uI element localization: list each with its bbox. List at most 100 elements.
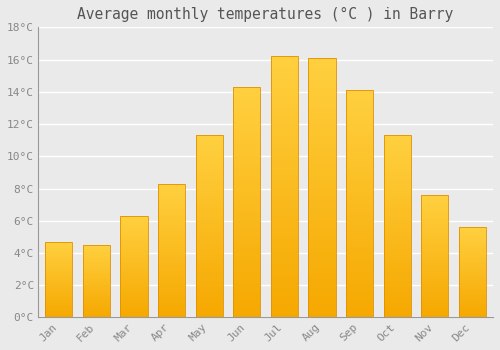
Bar — [384, 308, 410, 312]
Bar — [46, 265, 72, 266]
Bar — [271, 274, 298, 278]
Bar — [384, 254, 410, 257]
Bar — [158, 315, 185, 317]
Bar — [271, 174, 298, 178]
Bar — [459, 307, 486, 308]
Bar — [46, 247, 72, 248]
Bar — [421, 199, 448, 201]
Bar — [120, 258, 148, 260]
Bar — [83, 279, 110, 280]
Bar — [83, 302, 110, 303]
Bar — [384, 135, 410, 138]
Bar — [459, 265, 486, 266]
Bar — [233, 114, 260, 118]
Bar — [120, 304, 148, 306]
Bar — [158, 248, 185, 251]
Bar — [46, 274, 72, 276]
Bar — [346, 284, 373, 287]
Bar — [120, 216, 148, 317]
Bar — [346, 162, 373, 166]
Bar — [308, 79, 336, 84]
Bar — [421, 244, 448, 246]
Bar — [271, 56, 298, 61]
Bar — [120, 221, 148, 223]
Bar — [459, 298, 486, 300]
Bar — [459, 310, 486, 312]
Bar — [459, 232, 486, 233]
Bar — [46, 305, 72, 306]
Bar — [233, 187, 260, 191]
Bar — [46, 296, 72, 297]
Bar — [83, 287, 110, 288]
Bar — [459, 292, 486, 293]
Bar — [46, 277, 72, 278]
Bar — [421, 309, 448, 312]
Bar — [83, 296, 110, 297]
Bar — [46, 290, 72, 291]
Bar — [233, 245, 260, 248]
Bar — [46, 242, 72, 243]
Bar — [120, 285, 148, 287]
Bar — [46, 256, 72, 257]
Bar — [459, 262, 486, 263]
Bar — [271, 61, 298, 65]
Bar — [308, 183, 336, 188]
Bar — [384, 135, 410, 317]
Bar — [158, 184, 185, 317]
Bar — [308, 101, 336, 105]
Bar — [346, 120, 373, 124]
Bar — [271, 104, 298, 108]
Bar — [459, 270, 486, 271]
Bar — [459, 312, 486, 313]
Bar — [459, 316, 486, 317]
Bar — [308, 279, 336, 283]
Bar — [271, 244, 298, 248]
Bar — [120, 238, 148, 240]
Bar — [233, 256, 260, 260]
Bar — [346, 147, 373, 151]
Bar — [233, 110, 260, 114]
Bar — [46, 248, 72, 249]
Bar — [196, 166, 222, 169]
Bar — [196, 156, 222, 160]
Bar — [384, 239, 410, 241]
Bar — [421, 236, 448, 238]
Bar — [46, 288, 72, 290]
Bar — [83, 310, 110, 312]
Bar — [120, 284, 148, 285]
Bar — [196, 299, 222, 302]
Bar — [271, 213, 298, 217]
Bar — [158, 255, 185, 257]
Bar — [83, 248, 110, 250]
Bar — [271, 78, 298, 83]
Bar — [308, 214, 336, 218]
Bar — [233, 191, 260, 195]
Bar — [384, 232, 410, 236]
Bar — [46, 285, 72, 286]
Bar — [120, 236, 148, 238]
Bar — [196, 305, 222, 308]
Bar — [158, 295, 185, 298]
Bar — [459, 233, 486, 235]
Bar — [196, 293, 222, 296]
Bar — [158, 246, 185, 248]
Bar — [346, 158, 373, 162]
Bar — [271, 148, 298, 152]
Bar — [196, 230, 222, 232]
Bar — [196, 226, 222, 230]
Bar — [421, 230, 448, 232]
Bar — [83, 257, 110, 258]
Bar — [271, 113, 298, 117]
Bar — [46, 294, 72, 295]
Bar — [196, 287, 222, 290]
Bar — [83, 254, 110, 256]
Bar — [196, 141, 222, 145]
Bar — [421, 283, 448, 285]
Bar — [384, 223, 410, 226]
Bar — [271, 230, 298, 235]
Bar — [384, 150, 410, 154]
Bar — [83, 307, 110, 308]
Bar — [83, 245, 110, 317]
Bar — [120, 252, 148, 253]
Bar — [196, 260, 222, 263]
